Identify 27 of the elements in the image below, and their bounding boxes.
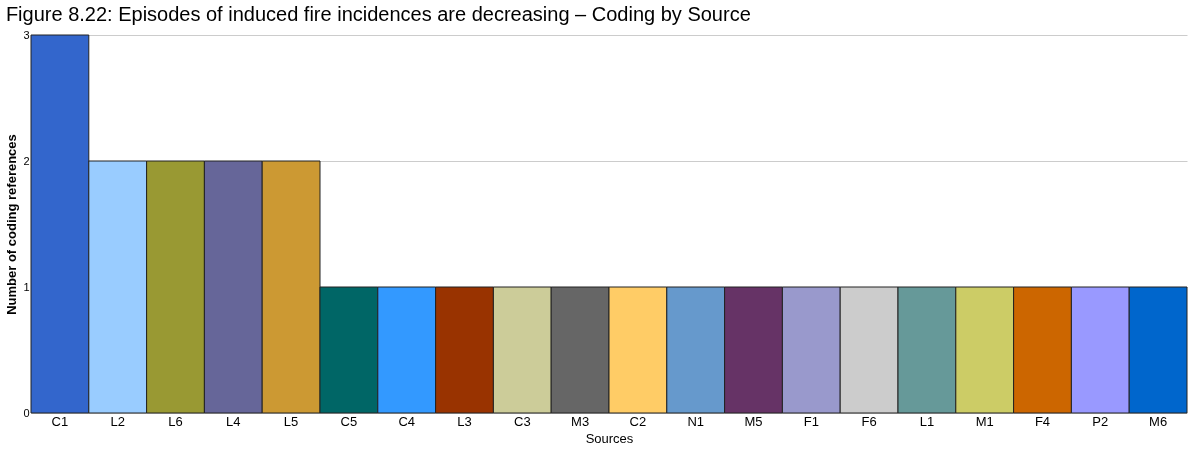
x-tick-label: L2 — [110, 413, 125, 429]
x-tick-label: C3 — [513, 413, 531, 429]
x-tick-label: C4 — [398, 413, 416, 429]
y-tick-label: 2 — [23, 154, 30, 167]
x-axis-title: Sources — [585, 430, 634, 446]
x-tick-label: M6 — [1149, 413, 1168, 429]
x-tick-label: L4 — [226, 413, 241, 429]
x-tick-label: L5 — [283, 413, 299, 429]
chart-title: Figure 8.22: Episodes of induced fire incidences are decreasing – Coding by Source — [5, 3, 751, 25]
x-tick-label: C2 — [629, 413, 647, 429]
x-tick-label: L6 — [168, 413, 183, 429]
x-tick-label: F1 — [803, 413, 819, 429]
y-tick-label: 3 — [23, 28, 30, 41]
x-tick-label: L1 — [919, 413, 935, 429]
x-tick-label: P2 — [1092, 413, 1109, 429]
y-axis-title: Number of coding references — [4, 134, 20, 315]
y-tick-label: 1 — [23, 280, 30, 293]
x-tick-label: M3 — [571, 413, 590, 429]
x-tick-label: N1 — [687, 413, 705, 429]
x-tick-label: M5 — [744, 413, 763, 429]
x-tick-label: F4 — [1034, 413, 1051, 429]
x-tick-label: L3 — [457, 413, 472, 429]
x-tick-label: F6 — [861, 413, 877, 429]
x-tick-label: C5 — [340, 413, 358, 429]
x-tick-label: M1 — [975, 413, 994, 429]
x-tick-label: C1 — [51, 413, 69, 429]
y-tick-label: 0 — [23, 406, 30, 419]
